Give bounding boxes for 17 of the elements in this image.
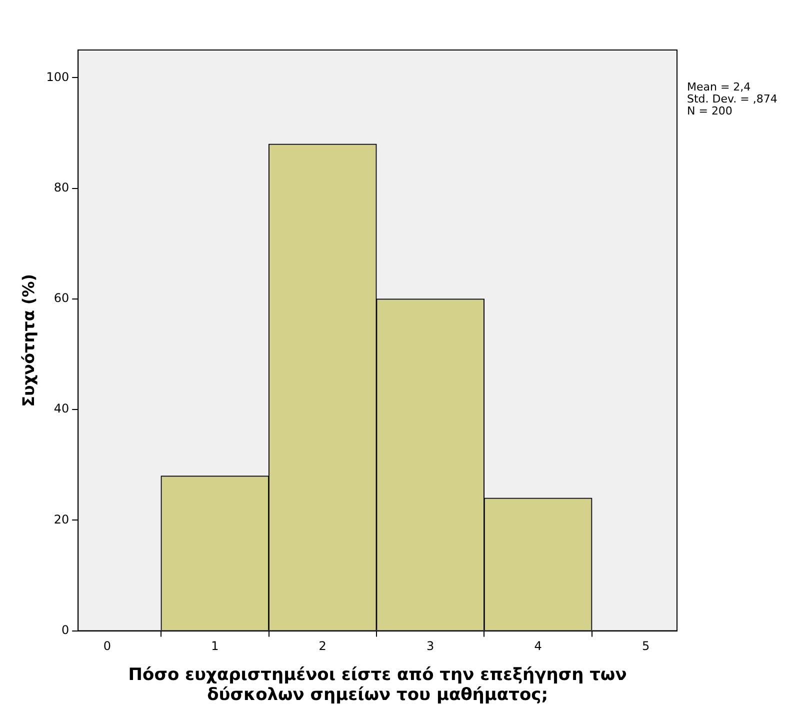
y-tick-label: 60 xyxy=(54,291,70,306)
text: Std. Dev. = ,874 xyxy=(687,92,778,106)
x-tick-label: 0 xyxy=(103,639,112,654)
text: N = 200 xyxy=(687,104,732,118)
x-tick-label: 5 xyxy=(642,639,650,654)
x-tick-label: 3 xyxy=(426,639,434,654)
y-tick-label: 100 xyxy=(46,70,70,84)
x-tick-label: 4 xyxy=(534,639,542,654)
x-tick-label: 1 xyxy=(211,639,219,654)
y-tick-label: 0 xyxy=(61,622,70,637)
y-tick-label: 80 xyxy=(54,180,70,194)
x-tick-label: 2 xyxy=(318,639,326,654)
x-axis-title: Πόσο ευχαριστημένοι είστε από την επεξήγηση των δύσκολων σημείων του μαθήματος; xyxy=(128,664,627,706)
text: Mean = 2,4 xyxy=(687,80,751,94)
y-tick-label: 40 xyxy=(54,402,70,416)
y-axis-title: Συχνότητα (%) xyxy=(18,274,38,407)
y-tick-label: 20 xyxy=(54,512,70,526)
